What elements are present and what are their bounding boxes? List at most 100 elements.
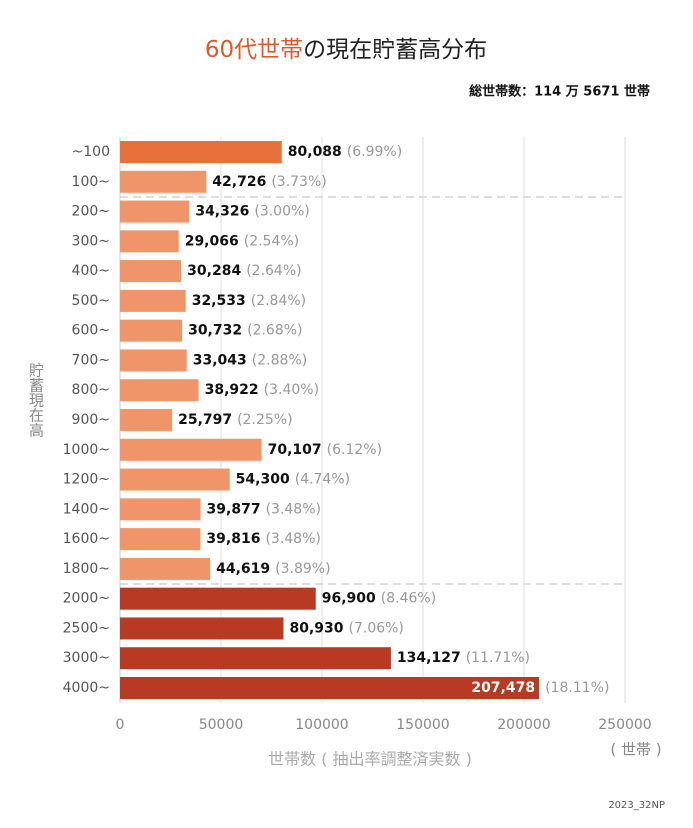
share-label: (2.25%) xyxy=(237,412,292,428)
share-label: (2.88%) xyxy=(252,352,307,368)
bar-label: 44,619 (3.89%) xyxy=(216,561,330,577)
bar-label: 32,533 (2.84%) xyxy=(192,293,306,309)
bar-label: 39,877 (3.48%) xyxy=(207,501,321,517)
share-label: (2.54%) xyxy=(244,233,299,249)
value-label: 80,088 xyxy=(288,144,342,160)
y-tick-label: 900~ xyxy=(72,412,110,428)
share-label: (6.12%) xyxy=(327,442,382,458)
value-label: 207,478 xyxy=(471,680,535,696)
share-label: (4.74%) xyxy=(295,472,350,488)
share-label: (2.64%) xyxy=(246,263,301,279)
y-tick-label: 2500~ xyxy=(63,620,110,636)
value-label: 33,043 xyxy=(193,352,247,368)
value-label: 54,300 xyxy=(236,472,290,488)
x-tick-label: 0 xyxy=(116,717,125,733)
share-label: (7.06%) xyxy=(349,620,404,636)
y-tick-label: 2000~ xyxy=(63,591,110,607)
share-label: (3.73%) xyxy=(271,174,326,190)
bar xyxy=(120,289,186,312)
y-tick-label: 1200~ xyxy=(63,472,110,488)
share-label: (3.89%) xyxy=(275,561,330,577)
y-tick-label: 700~ xyxy=(72,352,110,368)
y-tick-label: 3000~ xyxy=(63,650,110,666)
y-tick-label: 600~ xyxy=(72,323,110,339)
share-label: (3.48%) xyxy=(265,531,320,547)
bar xyxy=(120,319,183,342)
y-tick-label: 200~ xyxy=(72,204,110,220)
bar-label: 30,284 (2.64%) xyxy=(187,263,301,279)
share-label: (2.68%) xyxy=(247,323,302,339)
bar-label: 207,478 xyxy=(471,680,535,696)
y-tick-label: 400~ xyxy=(72,263,110,279)
bar-label: 80,930 (7.06%) xyxy=(289,620,403,636)
bar xyxy=(120,379,199,402)
bar-label: 134,127 (11.71%) xyxy=(397,650,530,666)
bar-label: 29,066 (2.54%) xyxy=(185,233,299,249)
y-tick-label: 1600~ xyxy=(63,531,110,547)
value-label: 44,619 xyxy=(216,561,270,577)
share-label: (18.11%) xyxy=(545,680,609,696)
bar-label: 38,922 (3.40%) xyxy=(205,382,319,398)
share-label: (3.00%) xyxy=(254,204,309,220)
share-label: (8.46%) xyxy=(381,591,436,607)
x-axis-unit: ( 世帯 ) xyxy=(610,741,661,759)
bar xyxy=(120,409,173,431)
y-tick-label: 300~ xyxy=(72,233,110,249)
value-label: 29,066 xyxy=(185,233,239,249)
bar xyxy=(120,498,201,521)
chart-title-group: 60代世帯の現在貯蓄高分布 xyxy=(205,37,487,63)
bar-label: 25,797 (2.25%) xyxy=(178,412,292,428)
value-label: 30,732 xyxy=(188,323,242,339)
bar xyxy=(120,349,187,372)
y-tick-label: 4000~ xyxy=(63,680,110,696)
chart-title-highlight: 60代世帯 xyxy=(205,37,303,63)
bar-label: 70,107 (6.12%) xyxy=(268,442,382,458)
bar xyxy=(120,230,179,253)
x-tick-label: 50000 xyxy=(199,717,244,733)
y-tick-label: 800~ xyxy=(72,382,110,398)
x-tick-label: 100000 xyxy=(295,717,348,733)
bar xyxy=(120,438,262,461)
bar xyxy=(120,587,316,610)
y-tick-label: ~100 xyxy=(72,144,110,160)
bar-label: 33,043 (2.88%) xyxy=(193,352,307,368)
bar xyxy=(120,528,201,551)
y-tick-label: 1800~ xyxy=(63,561,110,577)
value-label: 25,797 xyxy=(178,412,232,428)
bar xyxy=(120,200,190,223)
share-label: (3.40%) xyxy=(264,382,319,398)
x-axis-label: 世帯数 ( 抽出率調整済実数 ) xyxy=(268,750,472,769)
value-label: 32,533 xyxy=(192,293,246,309)
chart-title: の現在貯蓄高分布 xyxy=(303,37,487,63)
footnote: 2023_32NP xyxy=(608,800,665,811)
share-label: (6.99%) xyxy=(347,144,402,160)
subtitle: 総世帯数：114 万 5671 世帯 xyxy=(469,84,650,100)
bar xyxy=(120,468,230,491)
value-label: 39,877 xyxy=(207,501,261,517)
bar-label: 30,732 (2.68%) xyxy=(188,323,302,339)
value-label: 34,326 xyxy=(195,204,249,220)
bar xyxy=(120,617,284,640)
value-label: 96,900 xyxy=(322,591,376,607)
y-tick-label: 100~ xyxy=(72,174,110,190)
bar xyxy=(120,677,540,699)
value-label: 42,726 xyxy=(212,174,266,190)
bar xyxy=(120,260,182,283)
y-tick-label: 1000~ xyxy=(63,442,110,458)
bar-label: 39,816 (3.48%) xyxy=(206,531,320,547)
x-tick-label: 200000 xyxy=(497,717,550,733)
bar xyxy=(120,557,211,580)
x-tick-label: 150000 xyxy=(396,717,449,733)
value-label: 80,930 xyxy=(289,620,343,636)
bar-label: 54,300 (4.74%) xyxy=(236,472,350,488)
bar-label: 96,900 (8.46%) xyxy=(322,591,436,607)
share-label: (11.71%) xyxy=(466,650,530,666)
value-label: 39,816 xyxy=(206,531,260,547)
bar-label: 42,726 (3.73%) xyxy=(212,174,326,190)
y-tick-label: 500~ xyxy=(72,293,110,309)
value-label: 38,922 xyxy=(205,382,259,398)
bar-label: 80,088 (6.99%) xyxy=(288,144,402,160)
bar xyxy=(120,141,282,163)
